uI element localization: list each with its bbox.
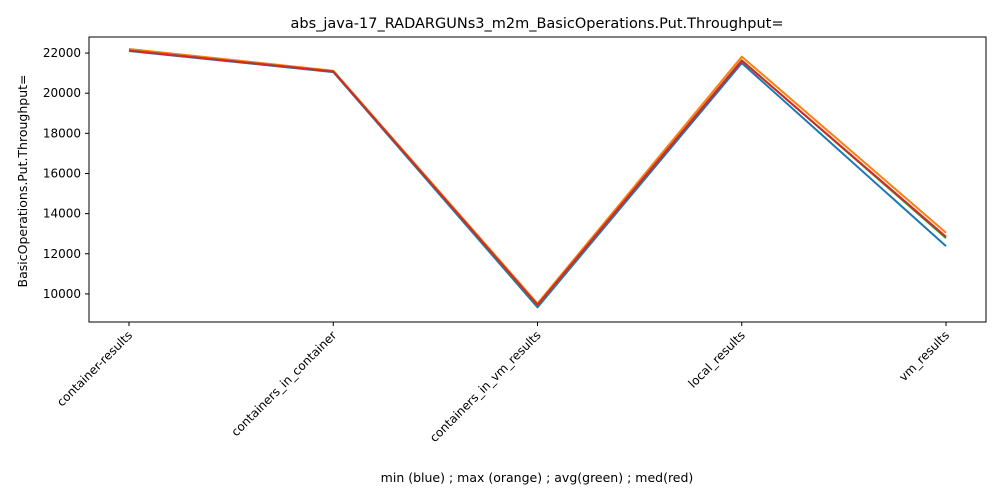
x-axis: container-results containers_in_container… <box>54 322 952 445</box>
y-axis-label: BasicOperations.Put.Throughput= <box>15 75 30 288</box>
x-tick-label: containers_in_container <box>228 328 339 439</box>
x-tick-label: container-results <box>54 328 135 409</box>
x-axis-label: min (blue) ; max (orange) ; avg(green) ;… <box>381 470 694 485</box>
y-tick-label: 12000 <box>43 247 81 261</box>
plot-frame <box>88 36 987 323</box>
y-axis: 10000 12000 14000 16000 18000 20000 22000 <box>43 46 89 301</box>
y-tick-label: 10000 <box>43 287 81 301</box>
series-line-avg <box>128 49 947 307</box>
x-tick-label: vm_results <box>896 328 952 384</box>
plot-area <box>88 36 987 323</box>
chart-title: abs_java-17_RADARGUNs3_m2m_BasicOperatio… <box>290 16 783 32</box>
series-line-max <box>128 48 947 305</box>
x-tick-label: local_results <box>686 328 748 390</box>
y-tick-label: 20000 <box>43 86 81 100</box>
y-tick-label: 14000 <box>43 207 81 221</box>
y-tick-label: 22000 <box>43 46 81 60</box>
x-tick-label: containers_in_vm_results <box>427 328 544 445</box>
y-tick-label: 16000 <box>43 166 81 180</box>
series-line-min <box>128 50 947 309</box>
y-tick-label: 18000 <box>43 126 81 140</box>
series-line-med <box>128 49 947 306</box>
series-lines <box>128 48 947 309</box>
